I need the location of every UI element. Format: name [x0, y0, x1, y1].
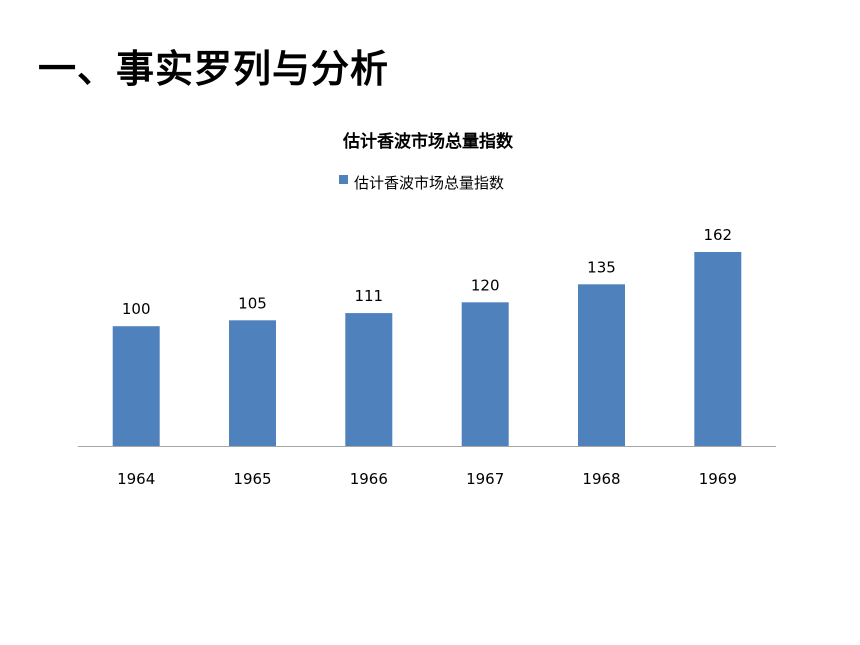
legend: 估计香波市场总量指数	[339, 174, 504, 192]
bars-group: 100 105 111 120 135 162	[112, 226, 742, 446]
legend-label: 估计香波市场总量指数	[354, 174, 504, 192]
x-tick-1968: 1968	[582, 470, 620, 488]
data-label-1965: 105	[238, 294, 267, 312]
bar-1964	[112, 326, 160, 446]
bar-1965	[229, 320, 276, 446]
data-label-1964: 100	[122, 300, 151, 318]
x-tick-1967: 1967	[466, 470, 504, 488]
data-label-1967: 120	[471, 276, 500, 294]
x-tick-1969: 1969	[699, 470, 737, 488]
legend-swatch	[339, 175, 348, 184]
bar-1969	[694, 252, 742, 446]
chart-title: 估计香波市场总量指数	[342, 131, 514, 152]
x-tick-1966: 1966	[350, 470, 388, 488]
data-label-1966: 111	[354, 287, 383, 305]
x-tick-1964: 1964	[117, 470, 155, 488]
bar-1967	[461, 302, 509, 446]
slide-title: 一、事实罗列与分析	[38, 47, 390, 91]
x-tick-labels: 1964 1965 1966 1967 1968 1969	[117, 470, 737, 488]
data-label-1969: 162	[703, 226, 732, 244]
data-label-1968: 135	[587, 258, 616, 276]
bar-1968	[578, 284, 625, 446]
bar-1966	[345, 313, 393, 446]
x-tick-1965: 1965	[233, 470, 271, 488]
